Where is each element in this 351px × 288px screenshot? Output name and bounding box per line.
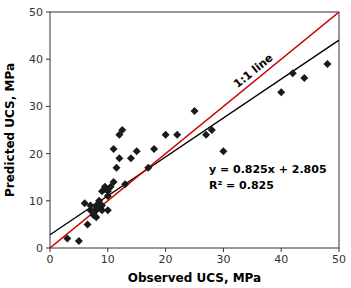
chart: 0 10 20 30 40 50 0 10 20 30 40 50 Observed UCS, MPa P… <box>0 0 351 288</box>
line <box>50 40 339 235</box>
point <box>323 60 331 68</box>
x-tick <box>107 248 108 252</box>
point <box>121 180 129 188</box>
point <box>84 220 92 228</box>
point <box>112 164 120 172</box>
line <box>50 12 339 248</box>
point <box>173 131 181 139</box>
plot-frame <box>50 12 339 248</box>
y-tick <box>46 59 50 60</box>
point <box>75 237 83 245</box>
x-tick <box>50 248 51 252</box>
point <box>104 192 112 200</box>
x-tick-label: 10 <box>101 253 115 266</box>
equation-text: y = 0.825x + 2.805 <box>209 163 327 176</box>
point <box>110 178 118 186</box>
y-tick <box>46 12 50 13</box>
x-axis-label: Observed UCS, MPa <box>128 271 261 285</box>
y-tick <box>46 153 50 154</box>
point <box>133 147 141 155</box>
y-tick <box>46 200 50 201</box>
x-tick <box>281 248 282 252</box>
point <box>150 145 158 153</box>
y-tick-label: 40 <box>29 53 43 66</box>
point <box>289 69 297 77</box>
point <box>162 131 170 139</box>
x-tick-label: 30 <box>216 253 230 266</box>
plot-area <box>50 12 339 248</box>
y-tick-label: 10 <box>29 195 43 208</box>
line-label: 1:1 line <box>231 51 275 90</box>
x-tick <box>339 248 340 252</box>
point <box>118 126 126 134</box>
x-tick <box>165 248 166 252</box>
y-tick-label: 20 <box>29 148 43 161</box>
point <box>219 147 227 155</box>
x-tick <box>223 248 224 252</box>
r2-text: R² = 0.825 <box>209 179 274 192</box>
point <box>92 213 100 221</box>
y-tick <box>46 106 50 107</box>
point <box>277 88 285 96</box>
point <box>110 145 118 153</box>
point <box>202 131 210 139</box>
y-tick-label: 30 <box>29 100 43 113</box>
y-tick-label: 50 <box>29 6 43 19</box>
point <box>127 154 135 162</box>
y-axis-label: Predicted UCS, MPa <box>3 63 17 197</box>
point <box>104 206 112 214</box>
point <box>208 126 216 134</box>
x-tick-label: 40 <box>274 253 288 266</box>
point <box>191 107 199 115</box>
point <box>144 164 152 172</box>
x-tick-label: 20 <box>159 253 173 266</box>
y-tick-label: 0 <box>36 242 43 255</box>
point <box>300 74 308 82</box>
y-tick <box>46 248 50 249</box>
point <box>63 235 71 243</box>
point <box>115 154 123 162</box>
x-tick-label: 50 <box>332 253 346 266</box>
x-tick-label: 0 <box>47 253 54 266</box>
